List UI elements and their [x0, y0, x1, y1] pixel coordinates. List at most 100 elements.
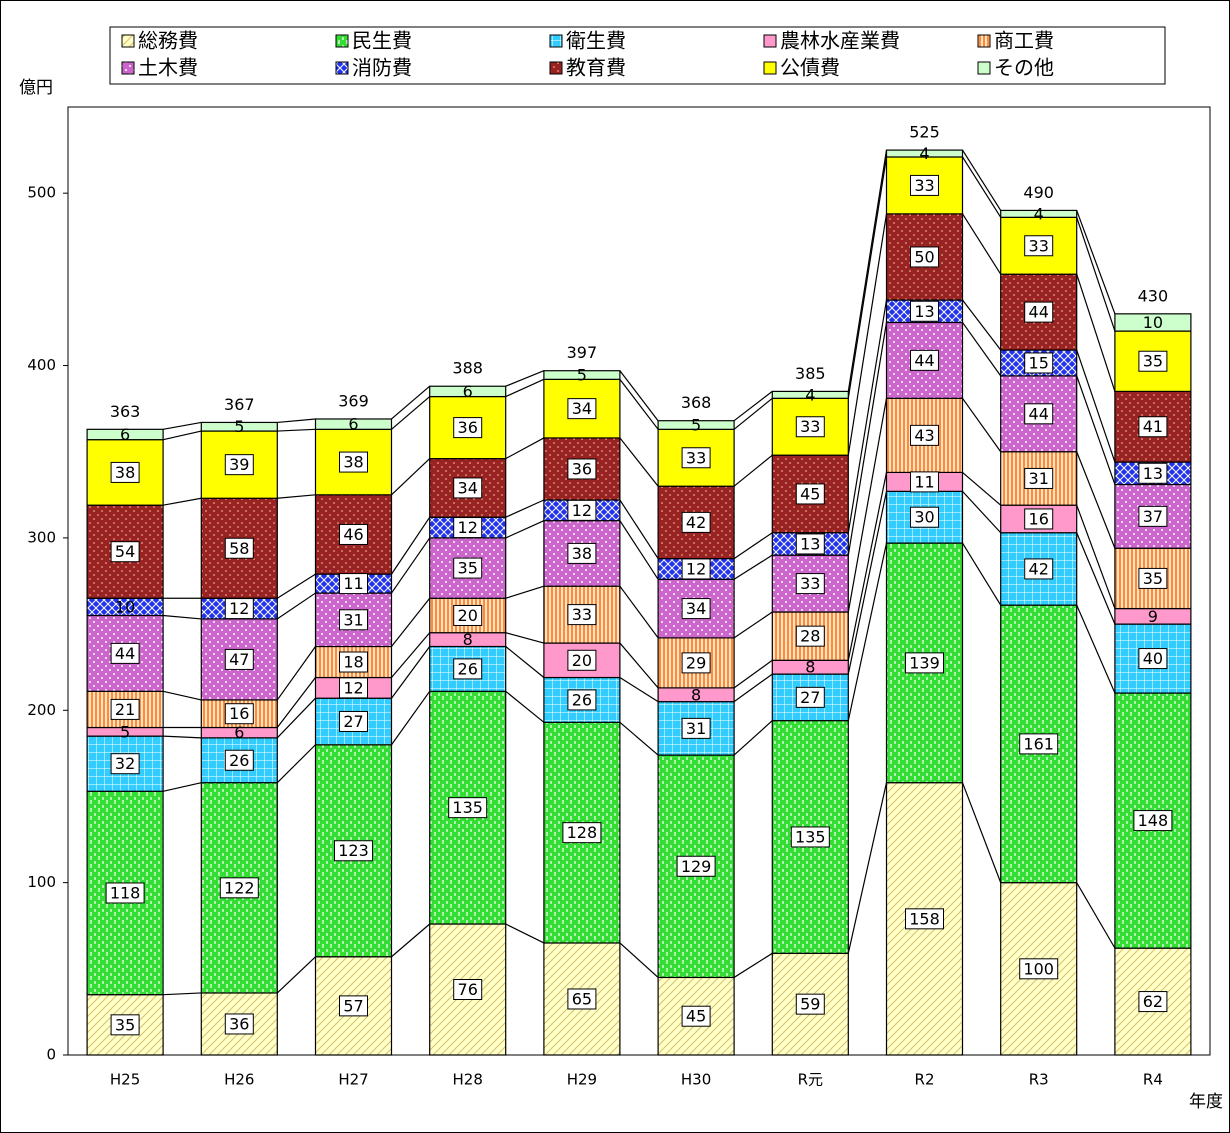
value-label-box — [1133, 810, 1173, 832]
value-label: 135 — [452, 798, 483, 817]
value-label-box — [795, 533, 825, 555]
total-label: 430 — [1138, 286, 1169, 305]
value-label: 34 — [572, 399, 592, 418]
value-label: 123 — [338, 841, 369, 860]
connector-line — [847, 156, 888, 399]
value-label-box — [681, 558, 711, 580]
value-label: 32 — [115, 754, 135, 773]
value-label: 11 — [914, 472, 934, 491]
legend-swatch — [977, 61, 991, 75]
connector-line — [162, 782, 202, 792]
value-label-box — [681, 598, 711, 620]
bar-segment — [1114, 390, 1192, 463]
value-label: 9 — [1148, 607, 1158, 626]
legend-swatch — [763, 61, 777, 75]
value-label: 43 — [914, 426, 934, 445]
connector-line — [391, 690, 431, 746]
y-axis-label: 億円 — [19, 78, 53, 98]
value-label-box — [339, 651, 368, 673]
value-label: 139 — [909, 653, 940, 672]
connector-line — [505, 690, 545, 723]
connector-line — [733, 554, 773, 580]
value-label: 35 — [1143, 352, 1163, 371]
value-label: 8 — [805, 658, 815, 677]
total-label: 368 — [681, 393, 712, 412]
value-label: 35 — [1143, 569, 1163, 588]
bar-segment — [200, 421, 278, 432]
value-label: 38 — [115, 463, 135, 482]
legend-swatch — [335, 34, 349, 48]
value-label-box — [448, 797, 488, 819]
connector-line — [505, 632, 545, 644]
value-label-box — [224, 1013, 254, 1035]
value-label: 33 — [1029, 236, 1049, 255]
value-label: 16 — [1029, 509, 1049, 528]
value-label: 39 — [229, 455, 249, 474]
legend-label: 衛生費 — [566, 29, 626, 53]
value-label-box — [224, 648, 254, 670]
value-label-box — [795, 483, 825, 505]
value-label-box — [910, 506, 939, 528]
value-label-box — [1024, 235, 1054, 257]
value-label: 58 — [229, 539, 249, 558]
value-label-box — [110, 642, 140, 664]
value-label: 40 — [1143, 649, 1163, 668]
value-label: 35 — [115, 1015, 135, 1034]
value-label-box — [1024, 508, 1054, 530]
y-tick-label: 100 — [27, 873, 56, 891]
bar-segment — [657, 420, 735, 430]
connector-line — [391, 458, 431, 496]
total-label: 388 — [452, 359, 483, 378]
value-label: 65 — [572, 989, 592, 1008]
value-label-box — [339, 451, 368, 473]
value-label: 20 — [458, 606, 478, 625]
value-label-box — [1024, 558, 1054, 580]
connector-line — [961, 542, 1002, 606]
value-label-box — [910, 349, 939, 371]
x-tick-label: H29 — [567, 1071, 597, 1089]
value-label-box — [910, 424, 939, 446]
value-label: 57 — [343, 996, 363, 1015]
value-label: 76 — [458, 980, 478, 999]
connector-line — [847, 322, 888, 556]
value-label-box — [1138, 505, 1168, 527]
value-label: 33 — [914, 176, 934, 195]
connector-line — [1076, 375, 1116, 485]
value-label-box — [453, 604, 483, 626]
value-label-box — [567, 499, 597, 521]
connector-line — [733, 397, 773, 430]
connector-line — [391, 537, 431, 594]
connector-line — [276, 573, 316, 599]
legend-label: 土木費 — [138, 56, 198, 80]
value-label-box — [110, 753, 140, 775]
connector-line — [1076, 532, 1116, 625]
value-label: 31 — [686, 719, 706, 738]
connector-line — [847, 299, 888, 533]
connector-line — [1076, 451, 1116, 549]
connector-line — [1076, 604, 1116, 694]
value-label-box — [567, 542, 597, 564]
value-label-box — [681, 717, 711, 739]
value-label-box — [1019, 733, 1059, 755]
value-label-box — [224, 749, 254, 771]
connector-line — [619, 520, 659, 580]
value-label: 13 — [1143, 464, 1163, 483]
x-tick-label: H26 — [224, 1071, 254, 1089]
value-label-box — [676, 855, 716, 877]
total-label: 363 — [110, 402, 141, 421]
bar-segment — [885, 149, 964, 158]
connector-line — [733, 659, 773, 689]
value-label-box — [105, 882, 145, 904]
value-label-box — [110, 698, 140, 720]
connector-line — [733, 720, 773, 756]
x-tick-label: H27 — [338, 1071, 368, 1089]
value-label-box — [795, 573, 825, 595]
value-label: 5 — [120, 722, 130, 741]
value-label-box — [453, 557, 483, 579]
connector-line — [276, 592, 316, 620]
bar-segment — [429, 537, 507, 599]
value-label-box — [1138, 991, 1168, 1013]
value-label-box — [1138, 648, 1168, 670]
value-label: 4 — [919, 144, 929, 163]
legend-label: 農林水産業費 — [780, 29, 900, 53]
